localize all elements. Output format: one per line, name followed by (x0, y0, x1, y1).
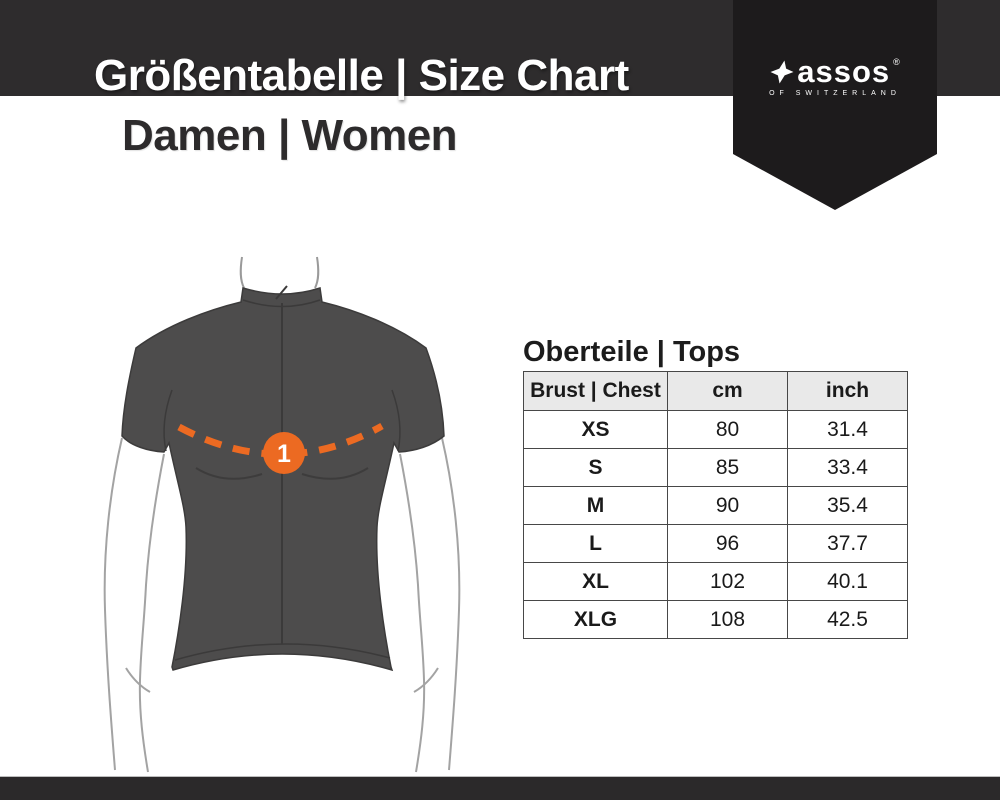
column-header-inch: inch (787, 371, 908, 411)
table-section-title: Oberteile | Tops (523, 336, 741, 368)
cm-value: 85 (667, 448, 788, 487)
footer-band (0, 776, 1000, 800)
cm-value: 102 (667, 562, 788, 601)
table-row: XL 102 40.1 (523, 562, 908, 601)
size-label: XS (523, 410, 668, 449)
marker-number: 1 (277, 440, 291, 468)
cm-value: 90 (667, 486, 788, 525)
inch-value: 40.1 (787, 562, 908, 601)
size-label: XL (523, 562, 668, 601)
size-label: L (523, 524, 668, 563)
assos-tagline: OF SWITZERLAND (769, 90, 901, 97)
size-table: Brust | Chest cm inch XS 80 31.4 S 85 33… (523, 371, 908, 639)
inch-value: 35.4 (787, 486, 908, 525)
cm-value: 96 (667, 524, 788, 563)
page-title: Größentabelle | Size Chart (94, 51, 629, 100)
table-row: XS 80 31.4 (523, 410, 908, 449)
table-header-row: Brust | Chest cm inch (523, 371, 908, 411)
inch-value: 42.5 (787, 600, 908, 639)
inch-value: 37.7 (787, 524, 908, 563)
page-subtitle: Damen | Women (122, 111, 458, 160)
assos-star-icon (770, 60, 794, 83)
neck-outline (239, 256, 320, 289)
size-label: S (523, 448, 668, 487)
table-row: L 96 37.7 (523, 524, 908, 563)
ribbon-pennant-shape (733, 0, 937, 210)
assos-logo: assos ® OF SWITZERLAND (733, 56, 937, 97)
size-label: XLG (523, 600, 668, 639)
table-row: S 85 33.4 (523, 448, 908, 487)
cm-value: 108 (667, 600, 788, 639)
registered-trademark: ® (893, 57, 900, 67)
assos-wordmark: assos (797, 54, 891, 89)
jersey-illustration: 1 (60, 240, 500, 780)
chest-measure-line (177, 422, 384, 458)
brand-ribbon: assos ® OF SWITZERLAND (733, 0, 937, 212)
cm-value: 80 (667, 410, 788, 449)
inch-value: 33.4 (787, 448, 908, 487)
jersey-figure-svg: 1 (103, 256, 461, 773)
table-row: XLG 108 42.5 (523, 600, 908, 639)
column-header-cm: cm (667, 371, 788, 411)
table-row: M 90 35.4 (523, 486, 908, 525)
inch-value: 31.4 (787, 410, 908, 449)
chest-measure-marker: 1 (263, 432, 305, 474)
column-header-chest: Brust | Chest (523, 371, 668, 411)
size-label: M (523, 486, 668, 525)
arms-outline (103, 437, 461, 773)
